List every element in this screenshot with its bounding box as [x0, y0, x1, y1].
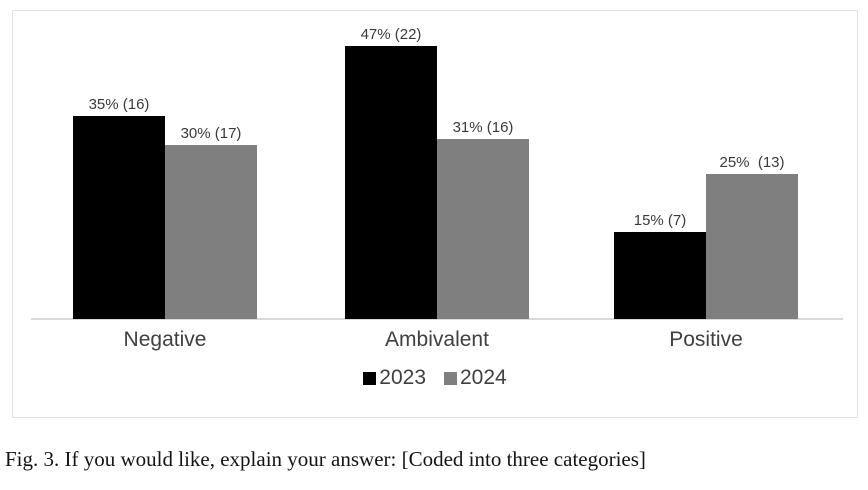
bar-value-label-2024-negative: 30% (17) — [180, 125, 242, 142]
bar-2023-negative — [73, 116, 165, 319]
bar-2024-negative — [165, 145, 257, 319]
chart-frame: 2023 2024 35% (16) 30% (17) Negative 47% (22… — [12, 10, 858, 418]
legend-swatch-2024 — [444, 371, 457, 385]
figure-caption: Fig. 3. If you would like, explain your … — [5, 447, 646, 471]
legend-item-2024: 2024 — [444, 366, 507, 390]
bar-value-label-2023-positive: 15% (7) — [633, 212, 687, 229]
x-axis-line — [31, 318, 843, 320]
bar-2023-positive — [614, 232, 706, 319]
legend-label-2024: 2024 — [460, 366, 507, 389]
legend-item-2023: 2023 — [363, 366, 426, 390]
legend: 2023 2024 — [13, 366, 857, 390]
bar-value-label-2024-positive: 25% (13) — [719, 154, 785, 171]
category-label-positive: Positive — [669, 328, 743, 351]
legend-swatch-2023 — [363, 371, 377, 385]
bar-2024-positive — [706, 174, 798, 319]
category-label-negative: Negative — [123, 328, 207, 351]
bar-value-label-2023-negative: 35% (16) — [88, 96, 150, 113]
bar-value-label-2024-ambivalent: 31% (16) — [452, 119, 514, 136]
bar-value-label-2023-ambivalent: 47% (22) — [360, 26, 422, 43]
bar-2023-ambivalent — [345, 46, 437, 319]
legend-label-2023: 2023 — [379, 366, 426, 389]
category-label-ambivalent: Ambivalent — [385, 328, 489, 351]
bar-2024-ambivalent — [437, 139, 529, 319]
